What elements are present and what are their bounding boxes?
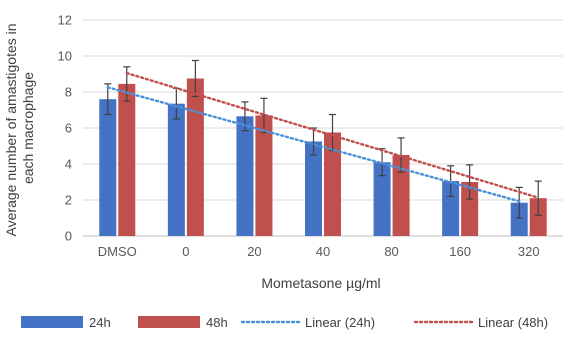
- y-tick-label-4: 8: [65, 85, 72, 100]
- legend-swatch-1: [138, 316, 200, 328]
- y-tick-label-2: 4: [65, 157, 72, 172]
- x-tick-label-3: 40: [316, 244, 330, 259]
- y-axis-title-line-1: Average number of amastigotes in: [3, 23, 19, 236]
- legend-item-2: Linear (24h): [240, 315, 375, 330]
- legend-label-1: 48h: [206, 315, 228, 330]
- x-tick-label-4: 80: [384, 244, 398, 259]
- x-tick-label-2: 20: [247, 244, 261, 259]
- legend: 24h 48h Linear (24h) Linear (48h): [21, 315, 548, 330]
- bar-48h-20: [255, 115, 273, 236]
- bar-24h-40: [305, 141, 322, 236]
- legend-swatch-0: [21, 316, 83, 328]
- x-axis-ticks: DMSO 0 20 40 80 160 320: [98, 244, 540, 259]
- bar-48h-320: [529, 198, 547, 236]
- bars: [99, 78, 547, 237]
- y-tick-label-1: 2: [65, 193, 72, 208]
- error-bar-48h-160: [466, 164, 474, 200]
- legend-label-3: Linear (48h): [478, 315, 548, 330]
- error-bar-24h-DMSO: [104, 83, 112, 116]
- bar-48h-DMSO: [118, 83, 136, 237]
- bar-24h-320: [510, 202, 528, 236]
- x-tick-label-0: DMSO: [98, 244, 137, 259]
- x-tick-label-5: 160: [449, 244, 471, 259]
- x-tick-label-1: 0: [182, 244, 189, 259]
- y-axis-ticks: 0 2 4 6 8 10 12: [58, 13, 72, 244]
- legend-label-0: 24h: [89, 315, 111, 330]
- bar-24h-DMSO: [99, 99, 117, 236]
- x-axis-title: Mometasone µg/ml: [261, 275, 380, 291]
- y-tick-label-6: 12: [58, 13, 72, 28]
- bar-24h-20: [236, 116, 254, 236]
- bar-48h-80: [392, 155, 410, 236]
- y-tick-label-3: 6: [65, 121, 72, 136]
- y-axis-title-line-2: each macrophage: [20, 72, 36, 184]
- trendline-24h: [106, 86, 521, 203]
- bar-48h-40: [324, 132, 341, 236]
- legend-item-0: 24h: [21, 315, 111, 330]
- error-bar-48h-0: [191, 59, 199, 98]
- legend-item-1: 48h: [138, 315, 228, 330]
- bar-24h-80: [373, 162, 391, 236]
- y-axis-title: Average number of amastigotes in each ma…: [3, 20, 36, 237]
- bar-48h-160: [461, 182, 479, 236]
- bar-48h-0: [186, 78, 204, 236]
- x-tick-label-6: 320: [518, 244, 540, 259]
- y-tick-label-0: 0: [65, 229, 72, 244]
- error-bar-48h-320: [534, 180, 542, 216]
- y-tick-label-5: 10: [58, 49, 72, 64]
- bar-24h-160: [442, 181, 460, 236]
- trendlines: [106, 71, 540, 203]
- legend-item-3: Linear (48h): [413, 315, 548, 330]
- error-bar-24h-80: [378, 148, 386, 177]
- trendline-48h: [125, 71, 540, 199]
- legend-label-2: Linear (24h): [305, 315, 375, 330]
- bar-24h-0: [167, 103, 185, 236]
- error-bar-48h-20: [260, 97, 268, 134]
- gridlines: [83, 19, 563, 237]
